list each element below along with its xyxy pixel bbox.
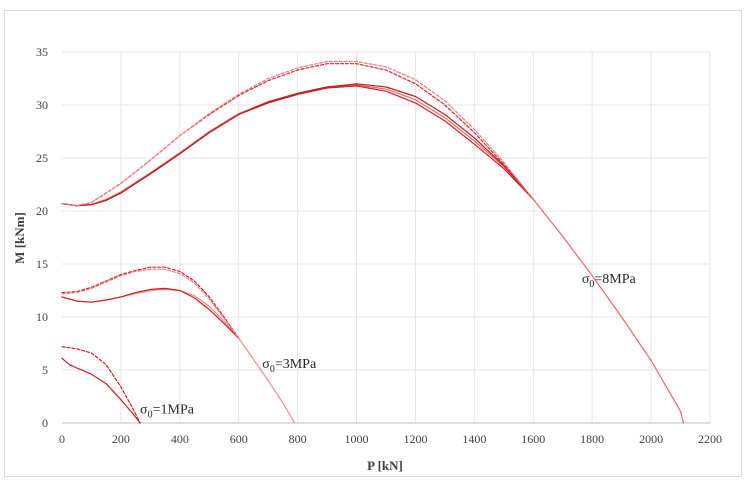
y-tick-label: 0	[42, 416, 48, 430]
y-tick-label: 30	[36, 98, 48, 112]
y-tick-label: 25	[36, 151, 48, 165]
annotation-8MPa: σ0=8MPa	[582, 272, 637, 290]
x-tick-label: 1800	[580, 432, 604, 446]
x-tick-label: 600	[230, 432, 248, 446]
x-tick-label: 1000	[345, 432, 369, 446]
y-tick-labels: 0 5 10 15 20 25 30 35	[36, 45, 48, 430]
series-line-8MPa-solid-2	[61, 83, 534, 207]
y-tick-label: 20	[36, 204, 48, 218]
annotations: σ0=8MPa σ0=3MPa σ0=1MPa	[140, 272, 636, 420]
gridlines	[62, 51, 711, 423]
annotation-3MPa: σ0=3MPa	[262, 357, 317, 375]
series-group	[61, 60, 685, 424]
series-line-8MPa-dashed-4	[61, 60, 534, 207]
y-tick-label: 5	[42, 363, 48, 377]
x-axis-title: P [kN]	[367, 458, 403, 473]
y-axis-title: M [kNm]	[12, 212, 27, 264]
y-tick-label: 10	[36, 310, 48, 324]
x-tick-labels: 0 200 400 600 800 1000 1200 1400 1600 1800 2000 220…	[59, 432, 722, 446]
series-line-3MPa-dashed-8	[61, 268, 240, 339]
x-tick-label: 200	[112, 432, 130, 446]
series-line-1MPa-dashed-10	[61, 346, 141, 424]
annotation-1MPa: σ0=1MPa	[140, 402, 195, 420]
series-line-3MPa-dashed-7	[61, 266, 240, 339]
series-line-8MPa-solid-0	[61, 84, 685, 424]
x-tick-label: 2000	[639, 432, 663, 446]
x-tick-label: 1600	[521, 432, 545, 446]
y-tick-label: 35	[36, 45, 48, 59]
x-tick-label: 1400	[462, 432, 486, 446]
series-line-1MPa-solid-9	[61, 357, 141, 424]
x-tick-label: 0	[59, 432, 65, 446]
x-tick-label: 800	[289, 432, 307, 446]
x-tick-label: 1200	[403, 432, 427, 446]
x-tick-label: 400	[171, 432, 189, 446]
y-tick-label: 15	[36, 257, 48, 271]
x-tick-label: 2200	[698, 432, 722, 446]
series-line-3MPa-solid-6	[61, 287, 240, 339]
